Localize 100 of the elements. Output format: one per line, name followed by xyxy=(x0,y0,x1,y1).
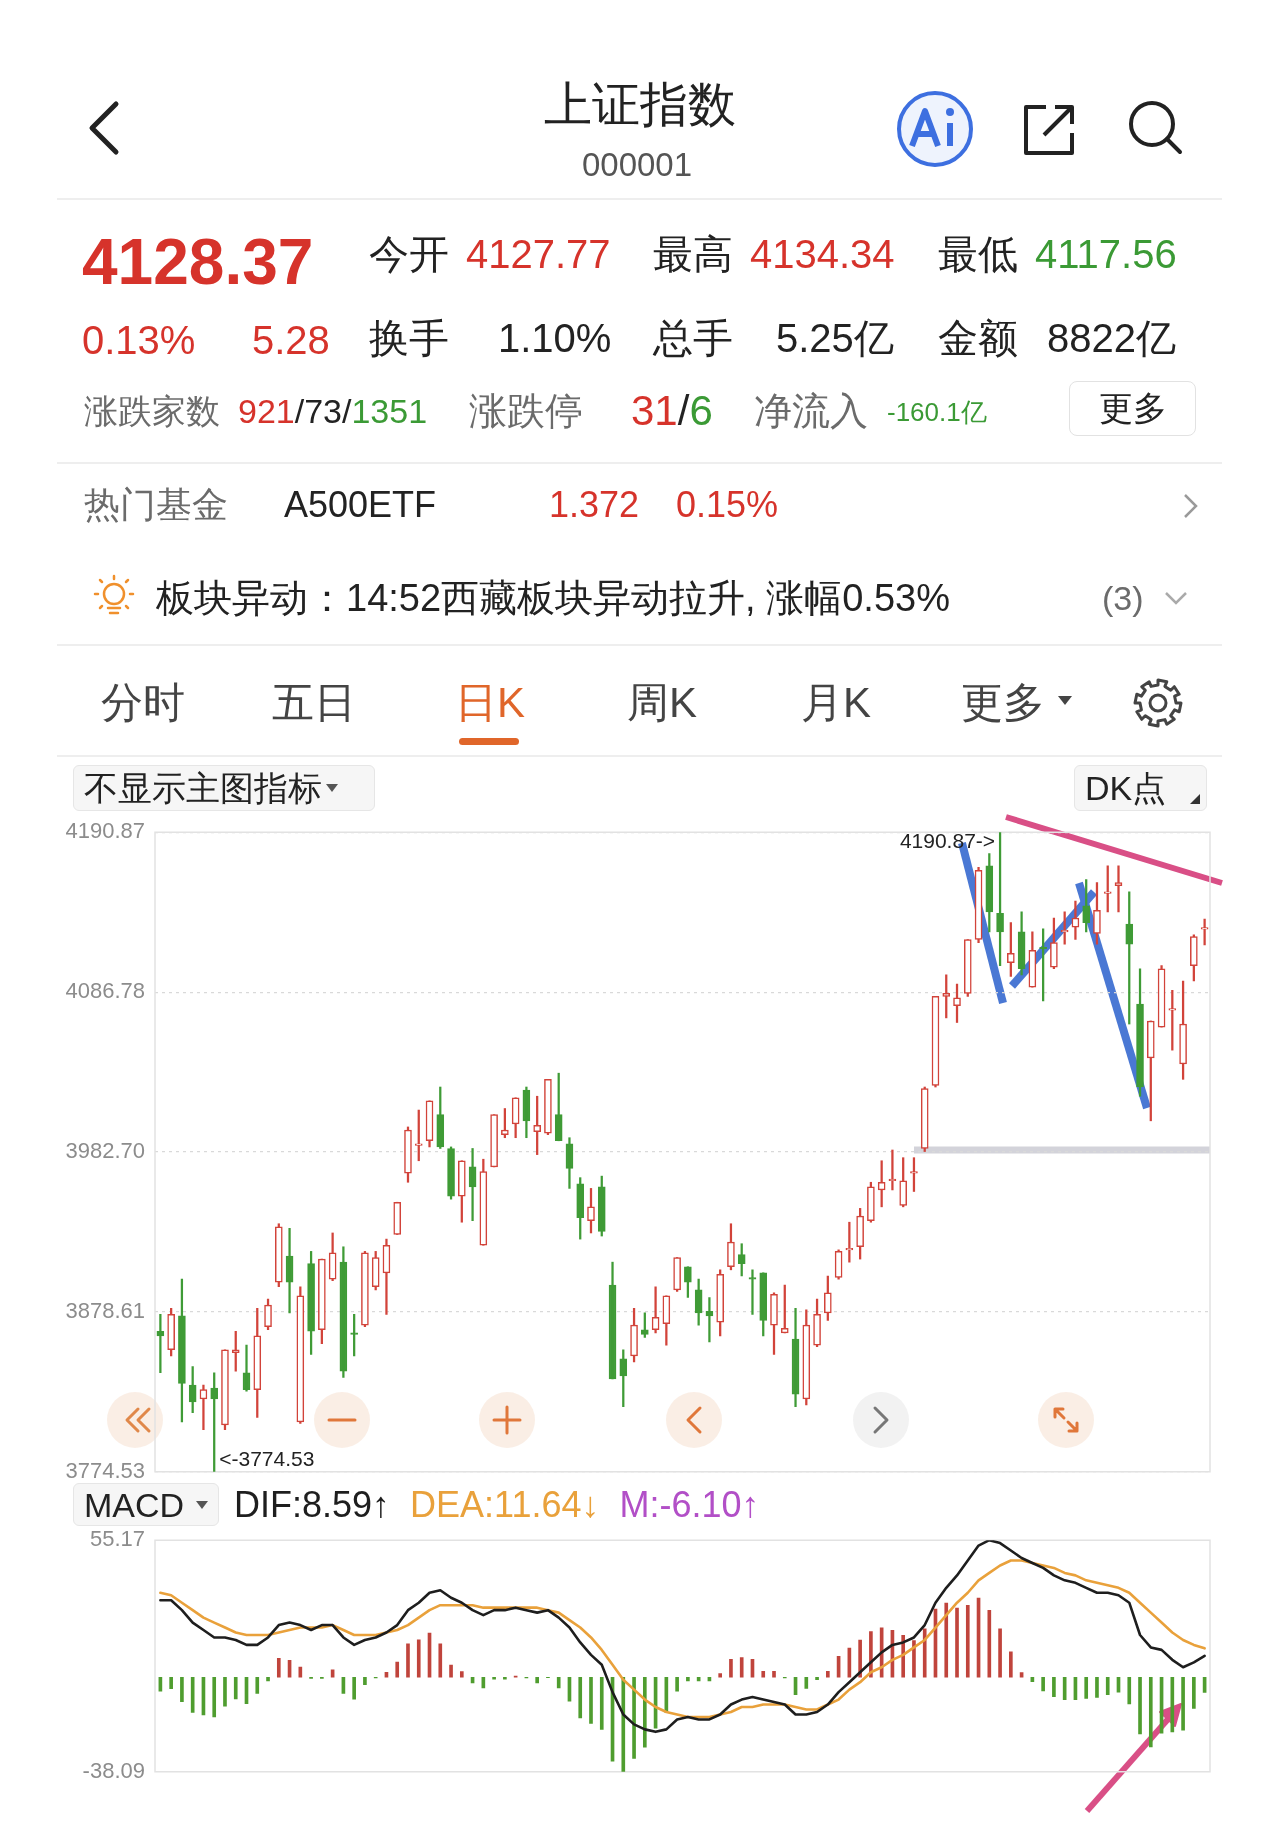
bar xyxy=(675,1676,679,1692)
y-tick-label: -38.09 xyxy=(82,1757,145,1783)
text: 分时 xyxy=(101,678,185,728)
bar xyxy=(729,1659,733,1678)
bar xyxy=(772,1670,776,1678)
bar xyxy=(276,1658,281,1678)
chart-title: MACD xyxy=(84,1484,185,1525)
bar xyxy=(1009,1651,1013,1678)
dropdown-button: DK点 xyxy=(1074,765,1207,811)
bar xyxy=(212,1676,217,1718)
candlestick xyxy=(199,1384,208,1430)
bar xyxy=(352,1676,356,1700)
text: 五日 xyxy=(272,678,356,728)
bar xyxy=(739,1657,744,1678)
text: 1351 xyxy=(351,391,428,432)
text: 8822亿 xyxy=(1047,315,1176,362)
text: / xyxy=(677,386,690,436)
text: 日K xyxy=(454,678,526,728)
bar xyxy=(998,1628,1002,1678)
text: 上证指数 xyxy=(544,78,736,131)
y-tick-label: 4190.87 xyxy=(65,818,145,844)
bar xyxy=(395,1661,400,1678)
bar xyxy=(944,1602,949,1678)
text: A500ETF xyxy=(284,483,437,526)
y-tick-label: 3774.53 xyxy=(65,1457,145,1483)
bar xyxy=(912,1640,916,1678)
bar xyxy=(987,1610,992,1678)
text: 最低 xyxy=(938,231,1018,278)
bar xyxy=(858,1639,862,1678)
text: 921 xyxy=(238,391,295,432)
bar xyxy=(718,1673,723,1678)
text: 涨跌家数 xyxy=(84,391,220,432)
text: 5.28 xyxy=(252,317,330,364)
text: 总手 xyxy=(653,315,733,362)
bar xyxy=(955,1607,959,1678)
bar xyxy=(255,1676,260,1694)
candlestick xyxy=(1071,900,1080,940)
bar xyxy=(406,1643,410,1678)
text: 更多 xyxy=(961,678,1045,728)
bar xyxy=(1127,1676,1132,1705)
text: 热门基金 xyxy=(84,483,228,526)
bar xyxy=(599,1676,604,1730)
text: DEA:11.64↓ xyxy=(410,1483,600,1526)
text: 净流入 xyxy=(754,389,868,434)
y-tick-label: 55.17 xyxy=(89,1526,145,1552)
text: 0.13% xyxy=(82,317,196,364)
bar xyxy=(363,1676,367,1685)
candlestick xyxy=(1114,865,1123,913)
dropdown-button: 不显示主图指标 xyxy=(73,765,375,811)
text: 周K xyxy=(626,678,698,728)
text: 4128.37 xyxy=(82,225,314,300)
text: -160.1亿 xyxy=(887,397,987,428)
text: 5.25亿 xyxy=(776,315,894,362)
bar xyxy=(1041,1676,1045,1692)
text: 4134.34 xyxy=(750,231,895,278)
text: 4127.77 xyxy=(466,231,611,278)
bar xyxy=(266,1676,270,1682)
candlestick xyxy=(705,1297,714,1343)
bar xyxy=(180,1676,184,1703)
bar xyxy=(804,1676,809,1689)
bar xyxy=(233,1676,238,1700)
bar xyxy=(459,1671,464,1678)
bar xyxy=(169,1676,173,1689)
text: 换手 xyxy=(369,315,449,362)
bar xyxy=(642,1676,647,1748)
bar xyxy=(1095,1676,1099,1698)
text: 31 xyxy=(631,386,678,436)
text: 1.372 xyxy=(549,483,640,526)
bar xyxy=(503,1676,507,1680)
bar xyxy=(686,1676,690,1682)
rounded-button: 更多 xyxy=(1069,381,1196,436)
text: DIF:8.59↑ xyxy=(234,1483,391,1526)
text: 今开 xyxy=(369,231,449,278)
bar xyxy=(632,1676,636,1759)
candlestick xyxy=(468,1148,477,1221)
bar xyxy=(1138,1676,1142,1735)
bar xyxy=(330,1669,335,1678)
text: /73/ xyxy=(294,391,352,432)
bar xyxy=(761,1670,766,1678)
bar xyxy=(1105,1676,1110,1695)
text: 1.10% xyxy=(498,315,612,362)
bar xyxy=(223,1676,227,1707)
bar xyxy=(1192,1676,1196,1709)
candlestick xyxy=(651,1286,660,1334)
bar xyxy=(815,1676,819,1681)
bar xyxy=(1052,1676,1056,1697)
annotation: <-3774.53 xyxy=(219,1447,315,1471)
bar xyxy=(556,1676,561,1689)
text: (3) xyxy=(1102,578,1144,619)
bar xyxy=(1170,1676,1175,1733)
text: 0.15% xyxy=(676,483,779,526)
bar xyxy=(578,1676,583,1719)
bar xyxy=(1084,1676,1089,1699)
text: 6 xyxy=(689,386,713,436)
bar xyxy=(965,1605,970,1678)
text: 最高 xyxy=(653,231,733,278)
bar xyxy=(1148,1676,1153,1748)
candlestick xyxy=(748,1269,757,1315)
candlestick xyxy=(285,1228,294,1314)
text: 涨跌停 xyxy=(469,389,583,434)
